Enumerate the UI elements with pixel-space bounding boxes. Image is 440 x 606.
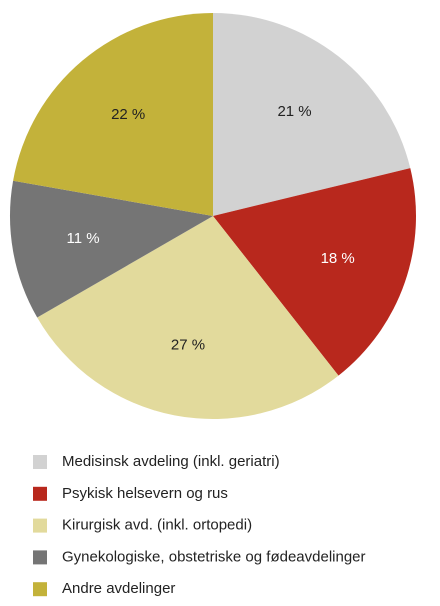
pie-slice — [37, 216, 339, 420]
legend-swatch — [33, 550, 47, 565]
legend-swatch — [33, 582, 47, 597]
pie-slice — [13, 13, 213, 216]
slice-label: 22 % — [111, 106, 145, 123]
legend-label: Andre avdelinger — [62, 580, 175, 597]
legend-label: Medisinsk avdeling (inkl. geriatri) — [62, 453, 280, 470]
legend-label: Kirurgisk avd. (inkl. ortopedi) — [62, 517, 252, 534]
legend-label: Gynekologiske, obstetriske og fødeavdeli… — [62, 548, 366, 565]
pie-slice — [9, 180, 214, 318]
slice-label: 21 % — [277, 103, 311, 120]
legend-swatch — [33, 455, 47, 469]
slice-label: 27 % — [171, 337, 205, 354]
pie-slice — [213, 168, 416, 376]
slice-label: 18 % — [321, 250, 355, 267]
slice-label: 11 % — [67, 230, 100, 247]
legend-swatch — [33, 486, 47, 501]
legend-swatch — [33, 518, 47, 533]
legend-label: Psykisk helsevern og rus — [62, 485, 228, 502]
pie-slice — [213, 13, 411, 216]
